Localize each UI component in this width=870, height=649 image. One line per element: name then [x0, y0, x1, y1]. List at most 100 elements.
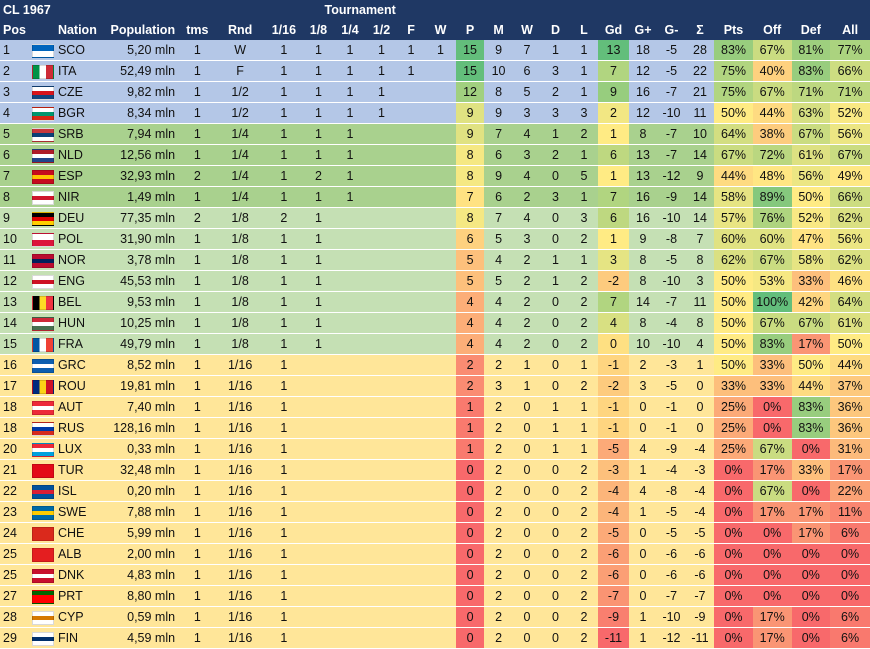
all-pct-cell: 77%	[830, 40, 870, 61]
tournament-stage-cell	[396, 312, 426, 334]
tournament-group-label: Tournament	[264, 0, 456, 20]
col-header-3: tms	[179, 20, 216, 40]
off-pct-cell: 33%	[752, 375, 792, 397]
goals-for-cell: 3	[628, 375, 658, 397]
matches-cell: 4	[484, 291, 513, 313]
pts-pct-cell: 50%	[714, 354, 753, 376]
pos-cell: 5	[0, 123, 27, 145]
round-cell: 1/16	[215, 438, 265, 460]
tournament-stage-cell: 1	[303, 40, 334, 61]
tournament-stage-cell	[333, 438, 367, 460]
population-cell: 8,80 mln	[101, 585, 180, 607]
wins-cell: 3	[512, 102, 542, 124]
aut-flag-icon	[31, 400, 54, 415]
tms-cell: 1	[179, 522, 216, 544]
off-pct-cell: 17%	[752, 501, 792, 523]
draws-cell: 2	[541, 81, 570, 103]
tms-cell: 1	[179, 480, 216, 502]
tournament-stage-cell	[396, 543, 426, 565]
cze-flag-icon	[31, 85, 54, 100]
losses-cell: 3	[569, 102, 599, 124]
tournament-stage-cell: 1	[264, 123, 304, 145]
fra-flag-icon	[31, 337, 54, 352]
flag-cell	[26, 375, 55, 397]
tournament-stage-cell	[366, 522, 397, 544]
nation-cell: SRB	[54, 123, 102, 145]
tournament-stage-cell: 1	[366, 60, 397, 82]
pts-pct-cell: 0%	[714, 459, 753, 481]
tournament-stage-cell	[303, 354, 334, 376]
sum-cell: 7	[685, 228, 715, 250]
tournament-stage-cell	[425, 543, 456, 565]
goal-diff-cell: 7	[598, 186, 629, 208]
goals-for-cell: 1	[628, 501, 658, 523]
all-pct-cell: 6%	[830, 627, 870, 649]
goals-against-cell: -8	[657, 228, 686, 250]
off-pct-cell: 0%	[752, 564, 792, 586]
round-cell: 1/4	[215, 165, 265, 187]
tournament-stage-cell	[366, 627, 397, 649]
tournament-stage-cell: 1	[303, 81, 334, 103]
def-pct-cell: 50%	[791, 186, 831, 208]
def-pct-cell: 47%	[791, 228, 831, 250]
goals-for-cell: 18	[628, 40, 658, 61]
def-pct-cell: 33%	[791, 270, 831, 292]
flag-cell	[26, 312, 55, 334]
pos-cell: 15	[0, 333, 27, 355]
sum-cell: 11	[685, 102, 715, 124]
losses-cell: 2	[569, 585, 599, 607]
tournament-stage-cell	[396, 627, 426, 649]
table-row: 12 ENG 45,53 mln 1 1/8 1 1 5 5 2 1 2 -2 8 -10 3 50% 53% 33…	[0, 270, 870, 292]
flag-cell	[26, 543, 55, 565]
round-cell: 1/8	[215, 270, 265, 292]
round-cell: 1/16	[215, 522, 265, 544]
points-cell: 7	[455, 186, 485, 208]
goals-for-cell: 16	[628, 81, 658, 103]
pts-pct-cell: 50%	[714, 291, 753, 313]
tournament-stage-cell	[396, 438, 426, 460]
population-cell: 49,79 mln	[101, 333, 180, 355]
off-pct-cell: 100%	[752, 291, 792, 313]
tms-cell: 1	[179, 627, 216, 649]
eng-flag-icon	[31, 274, 54, 289]
table-row: 24 CHE 5,99 mln 1 1/16 1 0 2 0 0 2 -5 0 -5 -5 0% 0% 17% 6%	[0, 522, 870, 544]
pol-flag-icon	[31, 232, 54, 247]
table-row: 2 ITA 52,49 mln 1 F 1 1 1 1 1 15 10 6 3 1 7 12 -5 22 75% 40%…	[0, 60, 870, 82]
tournament-stage-cell: 1	[264, 60, 304, 82]
draws-cell: 0	[541, 501, 570, 523]
wins-cell: 0	[512, 438, 542, 460]
flag-cell	[26, 585, 55, 607]
goal-diff-cell: 1	[598, 123, 629, 145]
goals-against-cell: -6	[657, 543, 686, 565]
population-cell: 5,20 mln	[101, 40, 180, 61]
def-pct-cell: 63%	[791, 102, 831, 124]
tournament-stage-cell: 1	[264, 501, 304, 523]
wins-cell: 0	[512, 606, 542, 628]
population-cell: 8,52 mln	[101, 354, 180, 376]
flag-cell	[26, 417, 55, 439]
tournament-stage-cell: 1	[264, 480, 304, 502]
all-pct-cell: 46%	[830, 270, 870, 292]
goals-against-cell: -12	[657, 165, 686, 187]
tms-cell: 1	[179, 81, 216, 103]
col-header-8: 1/2	[366, 20, 397, 40]
losses-cell: 1	[569, 396, 599, 418]
nation-cell: LUX	[54, 438, 102, 460]
pts-pct-cell: 0%	[714, 480, 753, 502]
tournament-stage-cell	[333, 417, 367, 439]
standings-body: 1 SCO 5,20 mln 1 W 1 1 1 1 1 1 15 9 7 1 1 13 18 -5 28 83% 67%…	[0, 40, 870, 649]
table-row: 25 DNK 4,83 mln 1 1/16 1 0 2 0 0 2 -6 0 -6 -6 0% 0% 0% 0%	[0, 564, 870, 586]
population-cell: 2,00 mln	[101, 543, 180, 565]
goal-diff-cell: -5	[598, 522, 629, 544]
col-header-23: All	[830, 20, 870, 40]
sum-cell: -4	[685, 438, 715, 460]
goals-for-cell: 0	[628, 522, 658, 544]
tournament-stage-cell	[366, 543, 397, 565]
tournament-stage-cell	[396, 291, 426, 313]
all-pct-cell: 56%	[830, 228, 870, 250]
pts-pct-cell: 50%	[714, 270, 753, 292]
population-cell: 5,99 mln	[101, 522, 180, 544]
goals-against-cell: -10	[657, 333, 686, 355]
tms-cell: 1	[179, 40, 216, 61]
tournament-stage-cell: 1	[264, 40, 304, 61]
